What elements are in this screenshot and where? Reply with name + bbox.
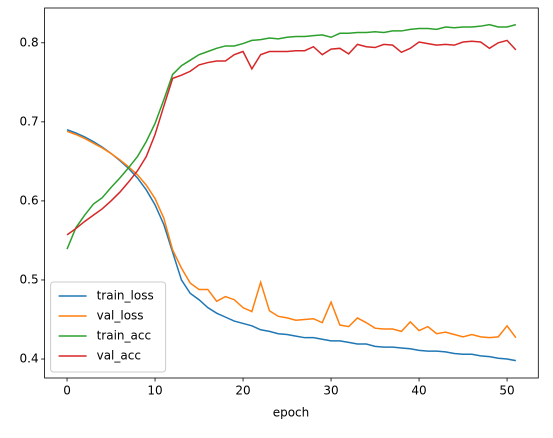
y-tick-label: 0.6	[20, 193, 39, 207]
y-tick-label: 0.7	[20, 114, 39, 128]
x-tick-label: 50	[499, 384, 514, 398]
axes-frame	[44, 7, 539, 379]
legend-label: train_loss	[97, 289, 154, 303]
x-tick-label: 20	[235, 384, 250, 398]
series-line	[66, 39, 517, 236]
x-tick-label: 40	[411, 384, 426, 398]
legend-box	[50, 281, 167, 373]
x-tick-label: 30	[323, 384, 338, 398]
series-line	[66, 130, 517, 339]
y-tick-label: 0.8	[20, 35, 39, 49]
x-tick-label: 10	[147, 384, 162, 398]
legend-label: val_loss	[97, 309, 144, 323]
legend-label: train_acc	[97, 329, 151, 343]
series-line	[66, 23, 517, 250]
x-axis-label: epoch	[273, 406, 310, 420]
y-tick-label: 0.5	[20, 272, 39, 286]
y-tick-label: 0.4	[20, 352, 39, 366]
x-tick-label: 0	[63, 384, 71, 398]
series-line	[66, 129, 516, 362]
legend-label: val_acc	[97, 349, 141, 363]
